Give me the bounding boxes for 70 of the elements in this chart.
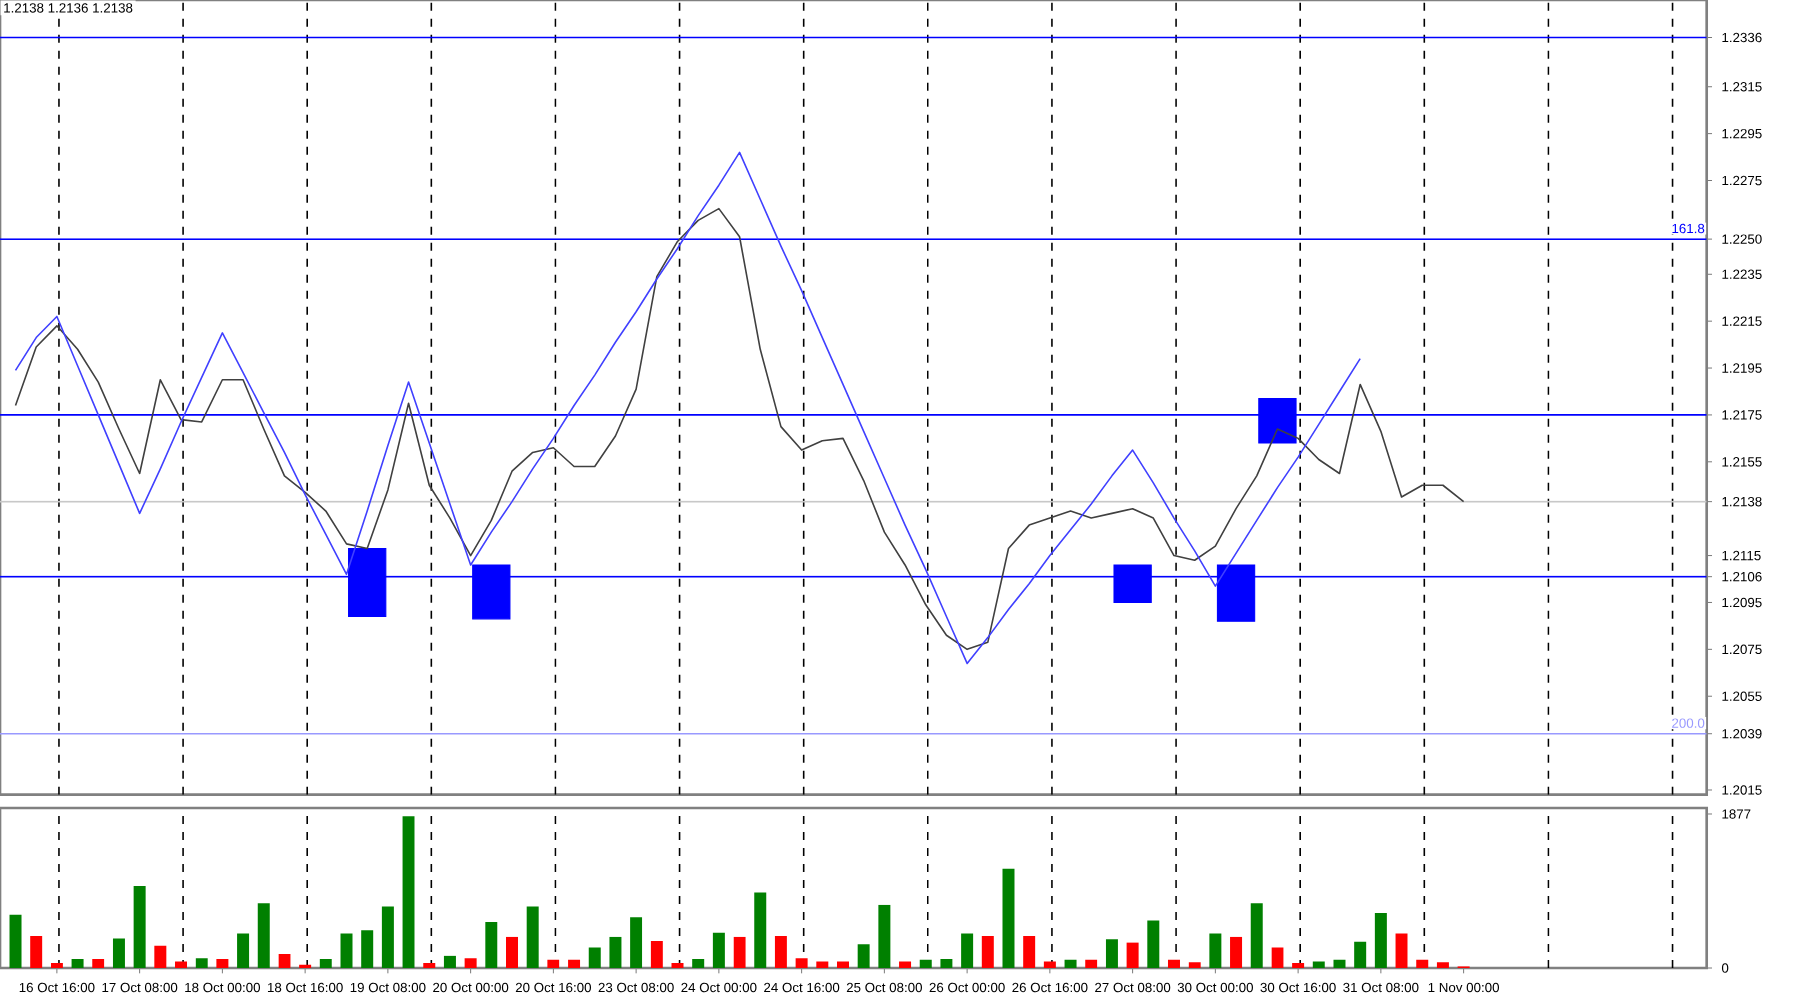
bar <box>961 933 974 969</box>
bar <box>92 958 105 969</box>
bar <box>547 959 560 969</box>
bar <box>361 930 374 969</box>
bar <box>1085 959 1098 969</box>
bar <box>1354 941 1367 969</box>
bar <box>1271 947 1284 969</box>
bar <box>278 954 291 969</box>
bar <box>671 963 684 969</box>
bar <box>464 958 477 969</box>
bar <box>1436 962 1449 969</box>
bar <box>506 936 519 969</box>
bar <box>485 922 498 969</box>
bar <box>630 917 643 969</box>
bar <box>568 959 581 969</box>
bar <box>816 961 829 969</box>
bar <box>195 958 208 969</box>
line-series <box>14 207 1465 651</box>
bar <box>1002 868 1015 969</box>
bar <box>837 961 849 969</box>
bar <box>1374 913 1387 969</box>
bar <box>154 945 167 969</box>
bar <box>402 816 415 969</box>
bar <box>878 904 891 969</box>
bar <box>9 914 22 969</box>
bar <box>1250 903 1263 969</box>
bar <box>1126 942 1139 969</box>
bar <box>609 936 622 969</box>
bar <box>1292 963 1305 969</box>
bar <box>1188 962 1201 969</box>
bar <box>650 940 663 969</box>
bar <box>1064 959 1077 969</box>
bar <box>112 938 125 969</box>
bar <box>175 961 188 969</box>
bar <box>1043 961 1056 969</box>
bar <box>381 906 394 969</box>
bar <box>526 906 539 969</box>
bar <box>71 958 84 969</box>
bar <box>319 958 332 969</box>
bar <box>30 936 43 969</box>
bar <box>712 932 725 969</box>
bar <box>774 936 787 969</box>
bar <box>1230 936 1243 969</box>
bar <box>237 933 250 969</box>
bar <box>340 933 353 969</box>
bar <box>1395 933 1408 969</box>
bar <box>919 959 932 969</box>
bar <box>1105 939 1118 969</box>
bar <box>1312 961 1325 969</box>
bar <box>857 944 870 969</box>
bar <box>899 961 912 969</box>
bar <box>257 903 270 969</box>
bar <box>795 958 808 969</box>
bar <box>423 963 436 969</box>
bar <box>940 958 953 969</box>
bar <box>1333 959 1346 969</box>
bar <box>1416 959 1429 969</box>
bar <box>133 885 146 969</box>
bar <box>50 963 63 969</box>
bar <box>1023 936 1036 969</box>
bar <box>754 892 767 969</box>
bar <box>733 936 746 969</box>
bar <box>443 955 456 969</box>
bar <box>1147 920 1160 969</box>
bar <box>692 958 705 969</box>
bar <box>588 947 601 969</box>
bar <box>1209 933 1222 969</box>
bar <box>981 936 994 969</box>
bar <box>216 958 229 969</box>
bar <box>1167 959 1180 969</box>
